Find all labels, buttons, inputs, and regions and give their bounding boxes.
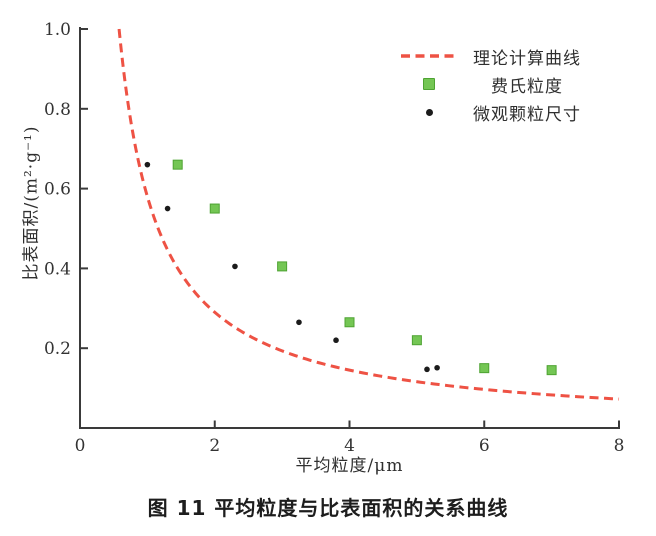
- y-tick-label: 0.8: [44, 100, 71, 120]
- micro-size-point: [296, 319, 302, 326]
- y-tick-label: 0.2: [44, 339, 71, 359]
- micro-size-point: [164, 205, 171, 212]
- micro-size-point: [232, 263, 238, 270]
- micro-size-point: [144, 161, 151, 168]
- fisher-size-point: [344, 317, 355, 328]
- legend-label-micro-particle-size: 微观颗粒尺寸: [473, 104, 581, 125]
- legend-marker-cell: [397, 78, 461, 90]
- y-tick-label: 0.6: [44, 180, 71, 200]
- dashed-line-icon: [401, 54, 457, 58]
- fisher-size-point: [479, 363, 490, 374]
- x-tick-label: 0: [75, 436, 86, 456]
- x-tick-label: 6: [479, 436, 490, 456]
- green-square-icon: [423, 78, 435, 90]
- y-axis-title: 比表面积/(m²·g⁻¹): [21, 125, 42, 281]
- legend-item-micro-particle-size: 微观颗粒尺寸: [397, 98, 593, 126]
- axis-lines: [79, 27, 620, 429]
- fisher-size-point: [411, 335, 422, 346]
- y-tick-label: 0.4: [44, 259, 71, 279]
- theory-curve: [117, 28, 620, 401]
- legend-label-theory-curve: 理论计算曲线: [473, 48, 581, 69]
- fisher-size-point: [277, 261, 288, 272]
- fisher-size-point: [172, 159, 183, 170]
- micro-size-point: [434, 364, 440, 371]
- legend: 理论计算曲线 费氏粒度 微观颗粒尺寸: [397, 42, 593, 126]
- x-tick-label: 8: [614, 436, 625, 456]
- micro-size-point: [333, 337, 339, 344]
- scatter-plot-canvas: 0 2 4 6 8 0.2 0.4 0.6 0.8 1.0: [44, 20, 625, 456]
- legend-item-theory-curve: 理论计算曲线: [397, 42, 593, 70]
- legend-label-fisher-size: 费氏粒度: [491, 76, 563, 97]
- figure-caption: 图 11 平均粒度与比表面积的关系曲线: [147, 496, 509, 520]
- legend-marker-cell: [397, 108, 461, 116]
- x-axis-title: 平均粒度/μm: [295, 456, 404, 476]
- legend-marker-cell: [397, 52, 461, 60]
- x-tick-label: 4: [344, 436, 355, 456]
- x-tick-label: 2: [209, 436, 220, 456]
- micro-size-point: [424, 366, 430, 373]
- legend-item-fisher-size: 费氏粒度: [397, 70, 593, 98]
- black-dot-icon: [425, 108, 433, 116]
- fisher-size-point: [546, 365, 557, 376]
- y-tick-label: 1.0: [44, 20, 71, 40]
- fisher-size-point: [209, 203, 220, 214]
